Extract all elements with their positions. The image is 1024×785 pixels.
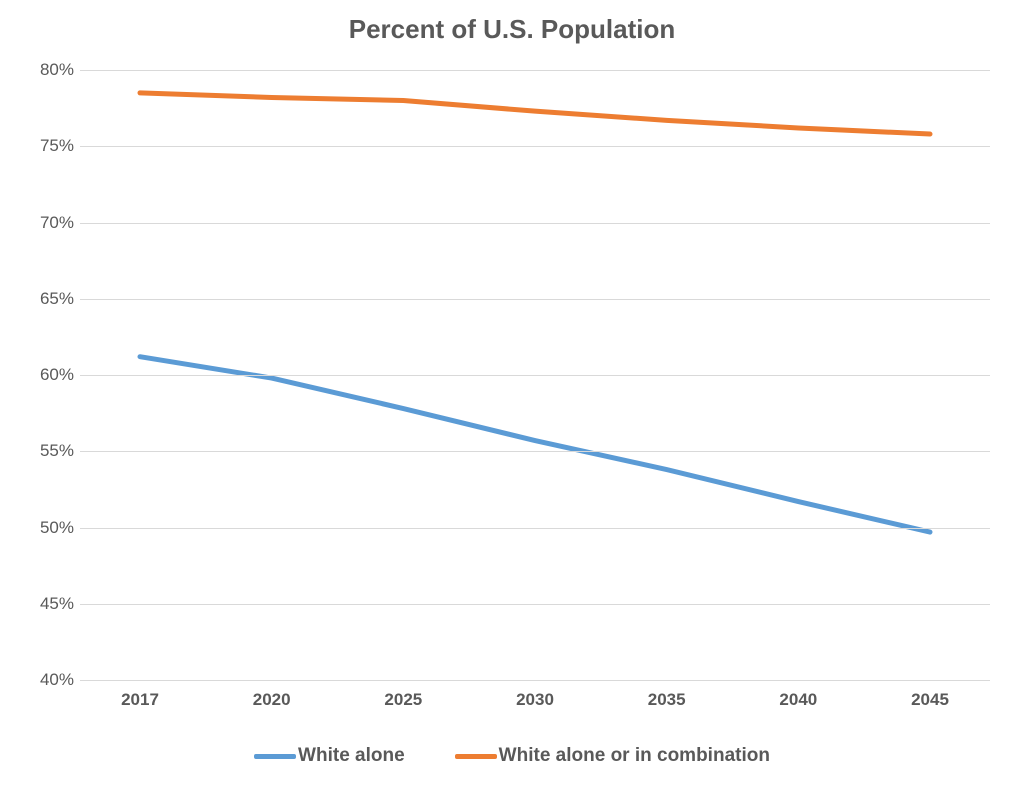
x-axis-label: 2040: [779, 690, 817, 710]
gridline: [80, 223, 990, 224]
y-axis-label: 70%: [14, 213, 74, 233]
x-axis-label: 2017: [121, 690, 159, 710]
chart-title: Percent of U.S. Population: [0, 14, 1024, 45]
y-axis-label: 80%: [14, 60, 74, 80]
y-axis-label: 45%: [14, 594, 74, 614]
y-axis-label: 55%: [14, 441, 74, 461]
series-line: [140, 93, 930, 134]
y-axis-label: 75%: [14, 136, 74, 156]
legend-swatch: [254, 754, 296, 759]
y-axis-label: 65%: [14, 289, 74, 309]
y-axis-label: 50%: [14, 518, 74, 538]
x-axis-label: 2035: [648, 690, 686, 710]
gridline: [80, 375, 990, 376]
gridline: [80, 528, 990, 529]
x-axis-label: 2045: [911, 690, 949, 710]
population-chart: Percent of U.S. Population White aloneWh…: [0, 0, 1024, 785]
y-axis-label: 40%: [14, 670, 74, 690]
legend-item: White alone: [254, 745, 405, 767]
x-axis-label: 2020: [253, 690, 291, 710]
legend-swatch: [455, 754, 497, 759]
gridline: [80, 146, 990, 147]
gridline: [80, 70, 990, 71]
gridline: [80, 451, 990, 452]
y-axis-label: 60%: [14, 365, 74, 385]
legend-item: White alone or in combination: [455, 745, 770, 767]
gridline: [80, 604, 990, 605]
gridline: [80, 299, 990, 300]
chart-legend: White alone White alone or in combination: [0, 745, 1024, 767]
x-axis-label: 2025: [384, 690, 422, 710]
legend-label: White alone: [298, 745, 405, 767]
plot-area: [80, 70, 990, 680]
series-line: [140, 357, 930, 532]
x-axis-label: 2030: [516, 690, 554, 710]
gridline: [80, 680, 990, 681]
legend-label: White alone or in combination: [499, 745, 770, 767]
